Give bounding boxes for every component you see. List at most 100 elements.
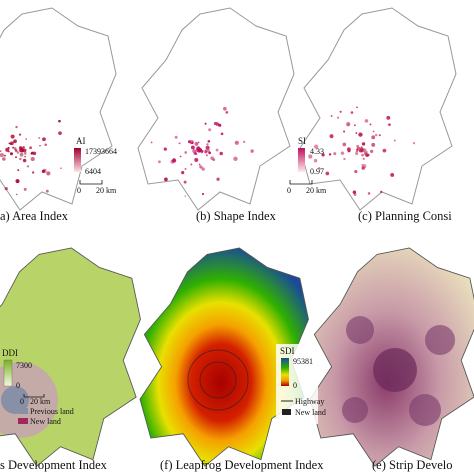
- land-patch: [13, 139, 17, 144]
- land-patch: [12, 146, 15, 149]
- land-patch: [325, 171, 330, 176]
- land-patch: [30, 151, 34, 155]
- land-patch: [215, 148, 219, 152]
- land-patch: [361, 164, 367, 169]
- land-patch: [163, 147, 167, 151]
- scale-start: 0: [77, 186, 81, 195]
- land-patch: [196, 146, 201, 151]
- land-patch: [21, 149, 23, 152]
- land-patch: [386, 115, 391, 120]
- land-patch: [333, 152, 337, 156]
- scale-bar: [23, 394, 45, 398]
- land-patch: [197, 141, 200, 144]
- land-patch: [60, 167, 62, 170]
- land-patch: [164, 177, 168, 182]
- land-patch: [198, 163, 201, 166]
- land-patch: [353, 193, 357, 197]
- land-patch: [380, 190, 383, 193]
- land-patch: [184, 195, 187, 197]
- land-patch: [25, 138, 28, 140]
- land-patch: [204, 122, 207, 125]
- caption: a) Area Index: [0, 209, 69, 223]
- land-patch: [370, 149, 374, 153]
- legend-min: 0.97: [310, 167, 324, 176]
- land-patch: [201, 150, 204, 153]
- map-d: [0, 248, 141, 467]
- color-bar: [298, 148, 305, 172]
- land-patch: [364, 119, 369, 123]
- land-patch: [215, 122, 219, 126]
- scale-start: 0: [20, 397, 24, 406]
- map-b: [137, 7, 295, 211]
- land-patch: [44, 143, 47, 147]
- land-patch: [356, 144, 360, 148]
- land-patch: [412, 141, 416, 145]
- legend-new-land: New land: [295, 408, 326, 417]
- legend-min: 0: [293, 381, 297, 390]
- land-patch: [39, 144, 41, 147]
- hotspot: [346, 316, 374, 344]
- land-patch: [225, 111, 229, 114]
- land-patch: [219, 151, 224, 156]
- land-patch: [342, 142, 347, 147]
- land-patch: [210, 156, 215, 161]
- land-patch: [178, 142, 181, 145]
- land-patch: [330, 115, 333, 117]
- scale-bar: [289, 180, 313, 185]
- land-patch: [205, 145, 210, 150]
- land-patch: [150, 141, 153, 144]
- land-patch: [174, 135, 178, 139]
- land-patch: [41, 169, 46, 173]
- land-patch: [199, 165, 203, 169]
- caption: (f) Leapfrog Development Index: [160, 458, 324, 472]
- land-patch: [15, 179, 20, 184]
- land-patch: [189, 139, 194, 144]
- highway-ring: [199, 361, 237, 399]
- land-patch: [24, 155, 26, 158]
- land-patch: [179, 155, 182, 158]
- land-patch: [356, 148, 359, 151]
- land-patch: [19, 157, 22, 161]
- land-patch: [250, 149, 254, 153]
- land-patch: [220, 132, 224, 136]
- land-patch: [10, 134, 15, 139]
- highway-ring: [187, 349, 249, 411]
- land-patch: [343, 157, 346, 161]
- legend-new-land: New land: [30, 417, 61, 426]
- land-patch: [19, 152, 24, 157]
- legend-title: SI: [298, 136, 306, 146]
- legend-max: 7300: [16, 361, 32, 370]
- land-patch: [208, 128, 212, 132]
- caption: (e) Strip Develo: [372, 458, 453, 472]
- caption: s Development Index: [0, 458, 108, 472]
- land-patch: [194, 142, 199, 146]
- land-patch: [393, 139, 396, 142]
- legend-previous-land: Previous land: [30, 407, 74, 416]
- land-patch: [23, 151, 27, 155]
- land-patch: [46, 171, 51, 176]
- land-patch: [201, 192, 205, 196]
- land-patch: [382, 148, 387, 153]
- land-patch: [371, 135, 376, 140]
- land-patch: [361, 142, 366, 146]
- land-patch: [361, 153, 364, 157]
- land-patch: [360, 148, 364, 152]
- land-patch: [15, 125, 18, 129]
- land-patch: [9, 152, 14, 156]
- land-patch: [359, 147, 362, 150]
- land-patch: [313, 159, 318, 163]
- land-patch: [42, 137, 46, 142]
- scale-bar: [79, 180, 103, 185]
- land-patch: [16, 151, 20, 154]
- land-patch: [194, 157, 199, 163]
- land-patches: [0, 106, 416, 197]
- land-patch: [58, 119, 61, 123]
- land-patch: [358, 132, 363, 137]
- land-patch: [22, 158, 27, 163]
- scale-start: 0: [287, 186, 291, 195]
- land-patch: [313, 144, 319, 149]
- land-patch: [30, 156, 35, 162]
- map-f: [310, 248, 474, 467]
- land-patch: [32, 171, 35, 174]
- land-patch: [378, 134, 381, 137]
